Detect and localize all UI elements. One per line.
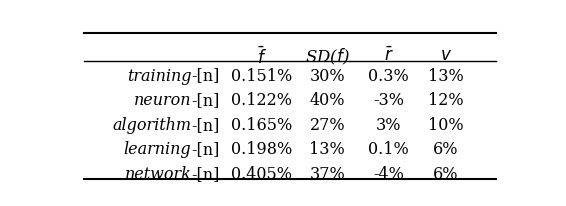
Text: algorithm: algorithm xyxy=(113,117,191,134)
Text: network: network xyxy=(125,166,191,183)
Text: 0.3%: 0.3% xyxy=(368,68,409,84)
Text: 40%: 40% xyxy=(310,92,345,109)
Text: 0.1%: 0.1% xyxy=(368,141,409,158)
Text: learning: learning xyxy=(124,141,191,158)
Text: 3%: 3% xyxy=(376,117,401,134)
Text: $\bar{f}$: $\bar{f}$ xyxy=(256,47,267,68)
Text: 0.165%: 0.165% xyxy=(231,117,292,134)
Text: -4%: -4% xyxy=(374,166,404,183)
Text: 27%: 27% xyxy=(310,117,345,134)
Text: 37%: 37% xyxy=(310,166,345,183)
Text: 30%: 30% xyxy=(310,68,345,84)
Text: 6%: 6% xyxy=(433,166,458,183)
Text: -[n]: -[n] xyxy=(191,92,220,109)
Text: -[n]: -[n] xyxy=(191,117,220,134)
Text: -[n]: -[n] xyxy=(191,68,220,84)
Text: 0.198%: 0.198% xyxy=(231,141,292,158)
Text: 0.405%: 0.405% xyxy=(231,166,292,183)
Text: 0.122%: 0.122% xyxy=(231,92,292,109)
Text: $v$: $v$ xyxy=(440,47,452,64)
Text: 13%: 13% xyxy=(310,141,345,158)
Text: -[n]: -[n] xyxy=(191,166,220,183)
Text: 6%: 6% xyxy=(433,141,458,158)
Text: 12%: 12% xyxy=(428,92,464,109)
Text: 10%: 10% xyxy=(428,117,464,134)
Text: training: training xyxy=(127,68,191,84)
Text: neuron: neuron xyxy=(134,92,191,109)
Text: $\bar{r}$: $\bar{r}$ xyxy=(384,47,393,65)
Text: SD($f$): SD($f$) xyxy=(305,47,350,67)
Text: -3%: -3% xyxy=(373,92,404,109)
Text: 0.151%: 0.151% xyxy=(231,68,292,84)
Text: -[n]: -[n] xyxy=(191,141,220,158)
Text: 13%: 13% xyxy=(428,68,464,84)
